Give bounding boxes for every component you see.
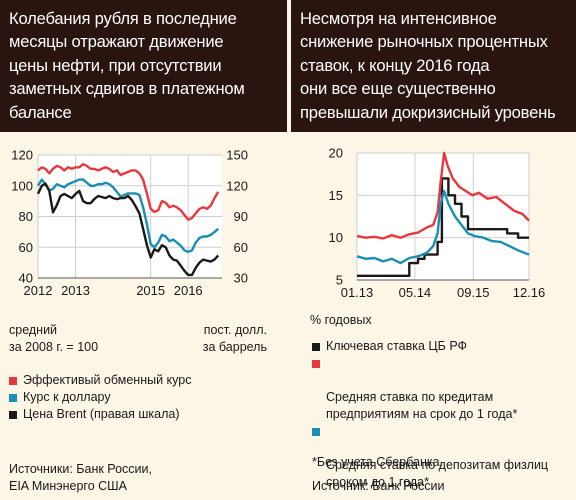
y-tick-label: 10 [329,230,343,245]
left-legend: Эффективый обменный курс Курс к доллару … [9,372,191,423]
panel-divider [287,0,291,500]
legend-item-usd-rate: Курс к доллару [9,389,191,406]
legend-label: Ключевая ставка ЦБ РФ [326,339,468,353]
series-line-2 [36,182,220,277]
legend-label: Цена Brent (правая шкала) [23,407,180,421]
y-tick-label: 80 [19,209,33,224]
series-line-0 [357,177,529,277]
y-tick-label: 15 [329,188,343,203]
series-line-1 [36,178,219,254]
series-line-1 [356,151,530,240]
right-legend: Ключевая ставка ЦБ РФ Средняя ставка по … [312,338,548,491]
left-title-box: Колебания рубля в последние месяцы отраж… [0,0,287,132]
y-tick-label: 40 [19,271,33,286]
right-source: Источник: Банк России [312,479,445,493]
y-tick-label: 120 [11,148,33,163]
legend-item-brent: Цена Brent (правая шкала) [9,406,191,423]
legend-item-deposit-rate: Средняя ставка по депозитам физлиц сроко… [312,423,548,491]
series-line-2 [356,189,530,265]
legend-swatch-blue [9,394,17,402]
legend-swatch-red [9,377,17,385]
y-tick-label: 100 [11,178,33,193]
x-tick-label: 09.15 [457,285,490,300]
left-title: Колебания рубля в последние месяцы отраж… [9,9,245,122]
y2-tick-label: 150 [226,148,248,163]
legend-item-key-rate: Ключевая ставка ЦБ РФ [312,338,548,355]
x-tick-label: 12.16 [513,285,546,300]
left-chart: 40 60 80 100 120 30 60 90 120 150 2012 2013 2015 2016 [11,148,248,299]
legend-swatch-blue [312,428,320,436]
x-tick-label: 2016 [174,283,203,298]
x-tick-label: 05.14 [399,285,432,300]
right-panel: Несмотря на интенсивное снижение рыночны… [291,0,576,500]
y-tick-label: 5 [336,273,343,288]
right-title-box: Несмотря на интенсивное снижение рыночны… [291,0,576,132]
x-tick-label: 2013 [61,283,90,298]
legend-label: Средняя ставка по депозитам физлиц сроко… [326,458,549,489]
right-footnote: *Без учета Сбербанка. [312,455,444,469]
y2-tick-label: 120 [226,178,248,193]
left-note-left: средний за 2008 г. = 100 [9,323,99,354]
right-unit: % годовых [310,313,372,327]
right-chart: 5 10 15 20 01.13 05.14 09.15 12.16 [329,146,546,301]
legend-label: Курс к доллару [23,390,111,404]
y-tick-label: 60 [19,240,33,255]
legend-swatch-red [312,360,320,368]
legend-swatch-black [312,343,320,351]
x-tick-label: 01.13 [341,285,374,300]
legend-label: Эффективый обменный курс [23,373,192,387]
left-panel: Колебания рубля в последние месяцы отраж… [0,0,287,500]
y2-tick-label: 30 [234,271,248,286]
left-source: Источники: Банк России, EIA Минэнерго СШ… [9,462,152,493]
series-line-0 [37,162,220,221]
legend-item-loan-rate: Средняя ставка по кредитам предприятиям … [312,355,548,423]
y2-tick-label: 60 [234,240,248,255]
legend-swatch-black [9,411,17,419]
y2-tick-label: 90 [234,209,248,224]
x-tick-label: 2012 [24,283,53,298]
left-note-right: пост. долл. за баррель [202,323,267,354]
legend-label: Средняя ставка по кредитам предприятиям … [326,390,518,421]
x-tick-label: 2015 [136,283,165,298]
right-title: Несмотря на интенсивное снижение рыночны… [300,9,556,122]
legend-item-effective-rate: Эффективый обменный курс [9,372,191,389]
y-tick-label: 20 [329,146,343,161]
